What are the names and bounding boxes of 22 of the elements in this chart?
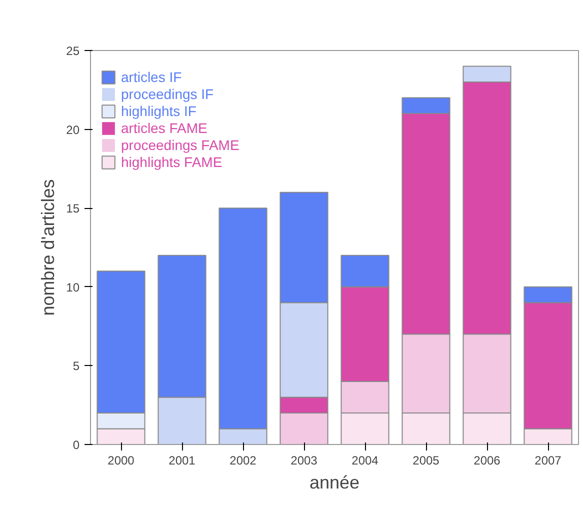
x-tick-label: 2001 xyxy=(168,454,196,468)
y-axis-title: nombre d'articles xyxy=(38,179,58,316)
y-tick-label: 25 xyxy=(66,44,80,58)
legend-label: highlights FAME xyxy=(121,154,222,170)
y-tick-label: 10 xyxy=(66,280,80,294)
legend-label: proceedings FAME xyxy=(121,137,240,153)
x-tick-label: 2007 xyxy=(534,454,562,468)
y-tick-label: 5 xyxy=(72,359,80,374)
legend-label: articles IF xyxy=(121,69,182,85)
y-tick-label: 0 xyxy=(72,438,80,452)
x-tick-label: 2004 xyxy=(352,454,379,468)
x-tick-label: 2003 xyxy=(290,454,318,468)
y-tick-label: 20 xyxy=(66,122,80,137)
y-tick-label: 15 xyxy=(66,202,80,216)
x-tick-label: 2006 xyxy=(474,454,501,468)
x-tick-label: 2000 xyxy=(108,454,135,468)
x-tick-label: 2002 xyxy=(230,454,257,468)
legend-label: articles FAME xyxy=(121,120,208,136)
legend-label: proceedings IF xyxy=(121,86,214,102)
legend-label: highlights IF xyxy=(121,103,196,119)
x-tick-label: 2005 xyxy=(412,454,440,468)
x-axis-title: année xyxy=(309,472,360,492)
